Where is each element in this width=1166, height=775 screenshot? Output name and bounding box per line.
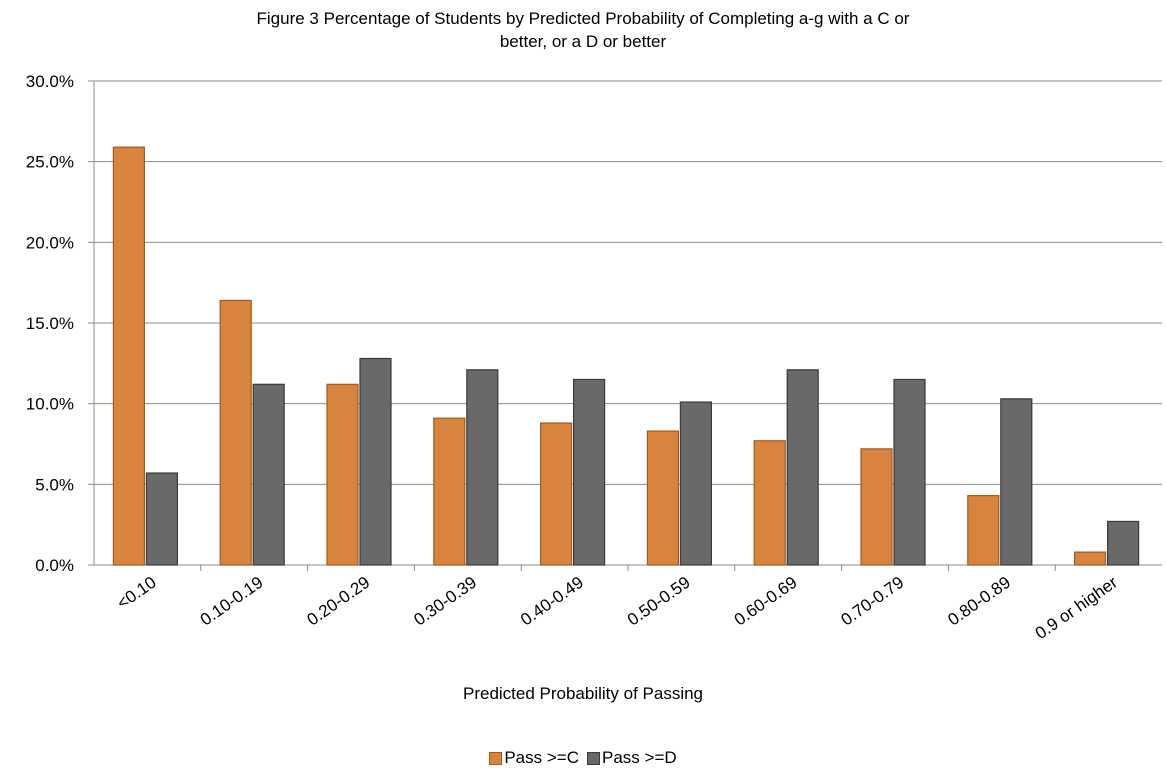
x-tick-label: 0.60-0.69 xyxy=(731,573,801,630)
y-tick-label: 15.0% xyxy=(26,314,74,333)
legend-item-pass-c: Pass >=C xyxy=(489,748,579,768)
y-tick-label: 0.0% xyxy=(35,556,74,575)
bar-pass-d xyxy=(786,369,819,566)
y-tick-label: 10.0% xyxy=(26,395,74,414)
y-tick-label: 25.0% xyxy=(26,153,74,172)
bar-pass-c xyxy=(326,383,359,566)
legend-item-pass-d: Pass >=D xyxy=(587,748,677,768)
legend: Pass >=C Pass >=D xyxy=(0,748,1166,768)
bar-pass-d xyxy=(1000,398,1033,566)
bar-pass-d xyxy=(359,357,392,566)
bar-pass-c xyxy=(539,422,573,566)
bar-pass-d xyxy=(252,383,285,566)
bar-pass-d xyxy=(466,369,499,566)
legend-swatch-pass-d xyxy=(587,751,600,765)
bar-pass-d xyxy=(893,378,926,566)
bar-pass-c xyxy=(1073,551,1107,566)
legend-label-pass-d: Pass >=D xyxy=(602,748,677,767)
legend-label-pass-c: Pass >=C xyxy=(504,748,579,767)
x-tick-label: 0.70-0.79 xyxy=(838,573,908,630)
y-tick-label: 30.0% xyxy=(26,72,74,91)
bar-pass-c xyxy=(433,417,466,566)
bar-pass-c xyxy=(646,430,680,566)
chart-title-line-2: better, or a D or better xyxy=(499,32,667,51)
bar-pass-c xyxy=(112,146,146,566)
x-tick-label: 0.20-0.29 xyxy=(304,573,374,630)
bar-pass-d xyxy=(1106,520,1140,566)
x-tick-label: 0.50-0.59 xyxy=(624,573,694,630)
bar-pass-c xyxy=(967,495,1000,566)
x-tick-label: 0.10-0.19 xyxy=(197,573,267,630)
y-tick-label: 5.0% xyxy=(35,475,74,494)
legend-swatch-pass-c xyxy=(489,751,503,765)
bar-pass-c xyxy=(753,440,786,566)
x-tick-label: 0.40-0.49 xyxy=(517,573,587,630)
x-tick-label: <0.10 xyxy=(114,573,160,613)
x-tick-label: 0.30-0.39 xyxy=(410,573,480,630)
x-tick-label: 0.9 or higher xyxy=(1032,573,1121,644)
bar-pass-c xyxy=(860,448,893,566)
x-axis-label: Predicted Probability of Passing xyxy=(462,684,704,703)
bar-pass-d xyxy=(145,472,178,566)
bar-pass-c xyxy=(219,299,252,566)
y-tick-label: 20.0% xyxy=(26,233,74,252)
bar-pass-d xyxy=(679,401,713,566)
x-tick-label: 0.80-0.89 xyxy=(944,573,1014,630)
chart-title-line-1: Figure 3 Percentage of Students by Predi… xyxy=(256,9,910,28)
bar-pass-d xyxy=(572,378,606,566)
